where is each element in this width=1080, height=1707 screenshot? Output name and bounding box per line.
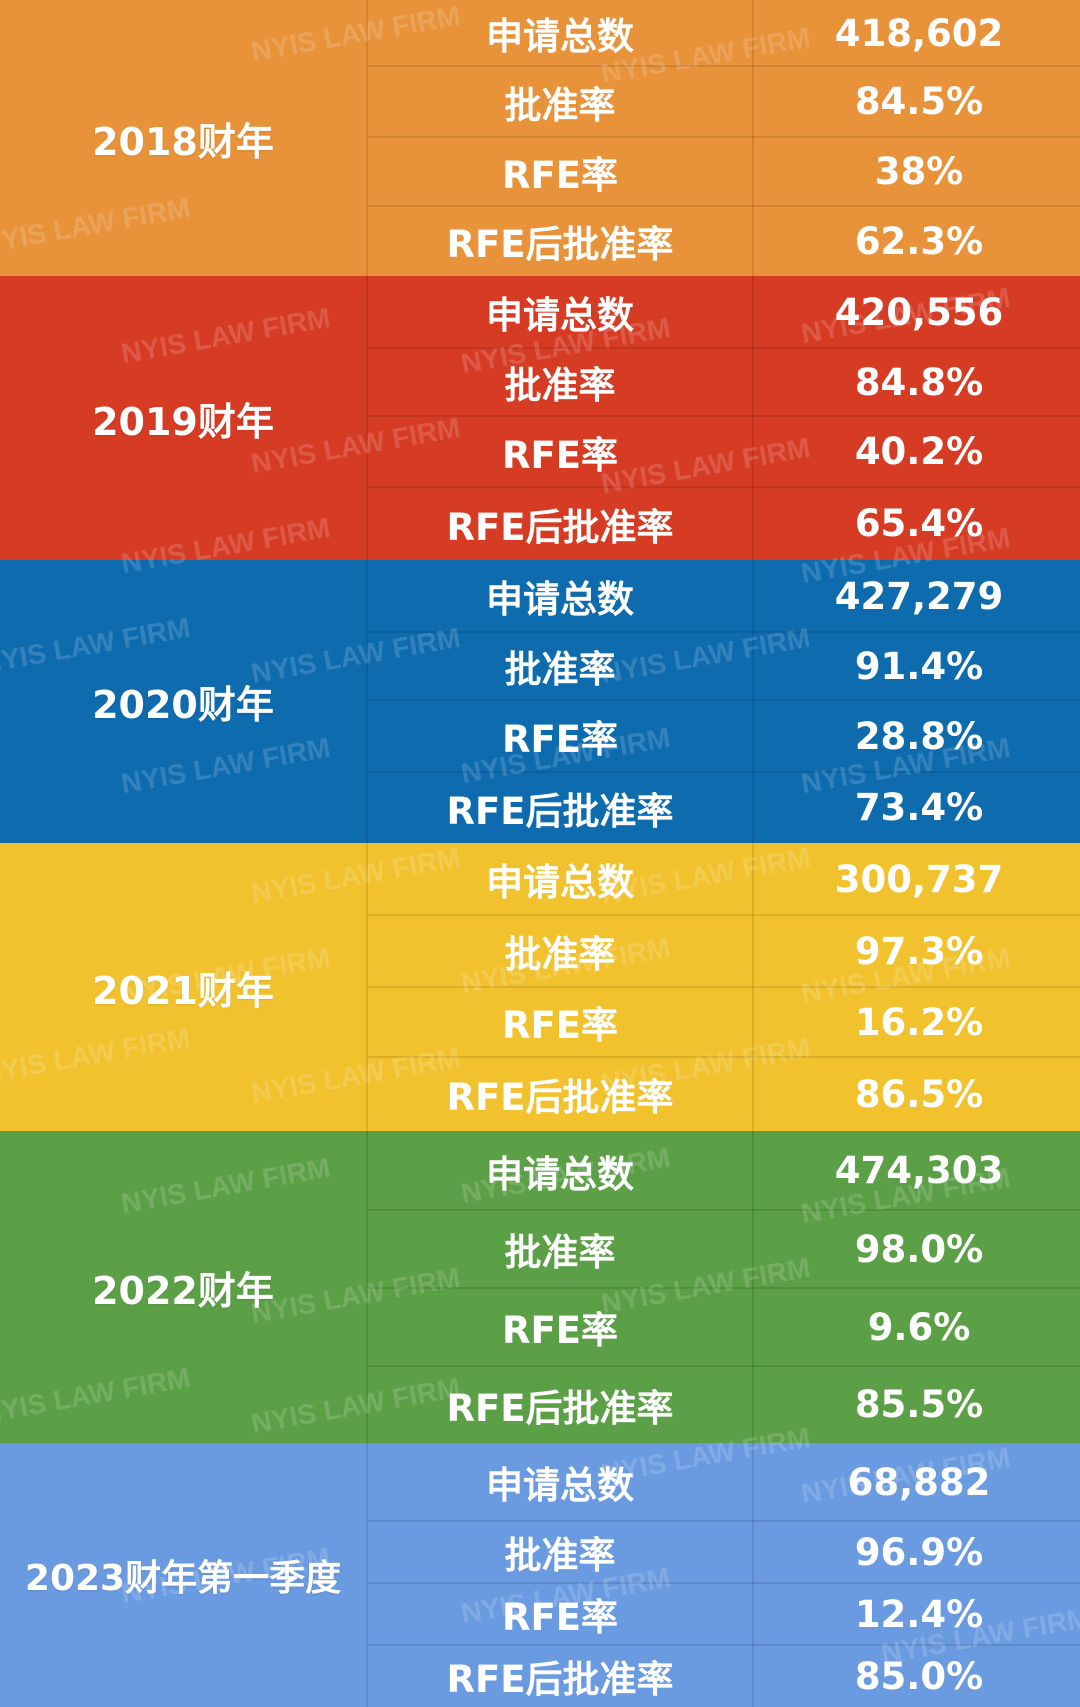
year-label: 2019财年 [92,399,274,444]
metric-value: 84.8% [752,348,1080,416]
metric-name: RFE后批准率 [446,1386,674,1430]
table-row: RFE率 16.2% [366,986,1080,1057]
metric-name: 申请总数 [486,1152,634,1196]
metric-name: 批准率 [504,1231,616,1274]
metric-name: 批准率 [504,364,616,407]
metric-value: 40.2% [752,416,1080,487]
table-row: RFE后批准率 73.4% [366,771,1080,843]
metric-name: RFE后批准率 [446,1658,674,1701]
table-row: RFE后批准率 85.0% [366,1644,1080,1707]
metric-value: 16.2% [752,987,1080,1057]
metric-value: 85.5% [752,1366,1080,1443]
metric-name: 批准率 [504,1534,616,1577]
metric-value: 98.0% [752,1210,1080,1288]
table-row: RFE率 12.4% [366,1582,1080,1645]
table-row: RFE后批准率 65.4% [366,486,1080,560]
table-row: 批准率 91.4% [366,631,1080,700]
table-row: RFE后批准率 62.3% [366,205,1080,276]
table-row: 申请总数 418,602 [366,0,1080,66]
metric-name: RFE率 [501,1004,619,1047]
year-block-2021: 2021财年 申请总数 300,737 批准率 97.3% RFE率 16.2%… [0,843,1080,1131]
metric-name: RFE后批准率 [446,1076,674,1119]
metric-value: 96.9% [752,1521,1080,1583]
year-block-2019: 2019财年 申请总数 420,556 批准率 84.8% RFE率 40.2%… [0,276,1080,560]
metric-value: 9.6% [752,1288,1080,1366]
table-row: 申请总数 474,303 [366,1131,1080,1210]
table-row: 申请总数 68,882 [366,1443,1080,1521]
metric-name: 申请总数 [486,1464,634,1507]
year-label: 2021财年 [92,968,274,1013]
metric-value: 86.5% [752,1057,1080,1131]
table-row: RFE率 40.2% [366,415,1080,487]
metric-value: 65.4% [752,487,1080,560]
metric-name: RFE率 [501,433,619,477]
metric-value: 84.5% [752,66,1080,137]
year-block-2020: 2020财年 申请总数 427,279 批准率 91.4% RFE率 28.8%… [0,560,1080,843]
year-block-2023-q1: 2023财年第一季度 申请总数 68,882 批准率 96.9% RFE率 12… [0,1443,1080,1707]
metric-value: 420,556 [752,276,1080,348]
table-row: RFE后批准率 85.5% [366,1365,1080,1443]
metric-value: 85.0% [752,1645,1080,1707]
table-row: RFE率 28.8% [366,699,1080,772]
metric-value: 474,303 [752,1131,1080,1210]
metric-value: 418,602 [752,0,1080,66]
metric-value: 62.3% [752,206,1080,276]
metric-name: 申请总数 [486,15,634,58]
metric-name: 批准率 [504,83,616,127]
metric-name: 申请总数 [486,861,634,904]
year-block-2022: 2022财年 申请总数 474,303 批准率 98.0% RFE率 9.6% … [0,1131,1080,1443]
metric-name: RFE后批准率 [446,505,674,549]
table-row: 申请总数 420,556 [366,276,1080,348]
metric-value: 28.8% [752,700,1080,772]
table-row: 批准率 97.3% [366,914,1080,987]
metric-name: RFE率 [501,1596,619,1639]
metric-value: 73.4% [752,772,1080,843]
metric-value: 427,279 [752,560,1080,632]
metric-name: 批准率 [504,933,616,976]
metric-name: 批准率 [504,648,616,691]
table-row: 批准率 96.9% [366,1520,1080,1583]
year-block-2018: 2018财年 申请总数 418,602 批准率 84.5% RFE率 38% R… [0,0,1080,276]
metric-name: 申请总数 [486,578,634,621]
metric-value: 38% [752,137,1080,206]
table-row: RFE后批准率 86.5% [366,1056,1080,1131]
table-row: 批准率 84.8% [366,347,1080,416]
metric-value: 97.3% [752,915,1080,987]
metric-value: 12.4% [752,1583,1080,1645]
year-label: 2022财年 [92,1268,274,1313]
year-label: 2018财年 [92,119,274,164]
table-row: RFE率 38% [366,136,1080,206]
metric-name: RFE率 [501,718,619,761]
year-label: 2023财年第一季度 [24,1558,342,1599]
metric-value: 68,882 [752,1443,1080,1521]
metric-name: 申请总数 [486,294,634,337]
metric-name: RFE后批准率 [446,789,674,833]
table-row: 批准率 84.5% [366,65,1080,137]
metric-value: 91.4% [752,632,1080,700]
metric-name: RFE后批准率 [446,223,674,266]
table-row: 批准率 98.0% [366,1209,1080,1288]
metric-name: RFE率 [501,1309,619,1352]
year-label: 2020财年 [92,683,274,727]
metric-value: 300,737 [752,843,1080,915]
table-row: 申请总数 427,279 [366,560,1080,632]
table-row: RFE率 9.6% [366,1287,1080,1366]
metric-name: RFE率 [501,153,619,197]
table-row: 申请总数 300,737 [366,843,1080,915]
